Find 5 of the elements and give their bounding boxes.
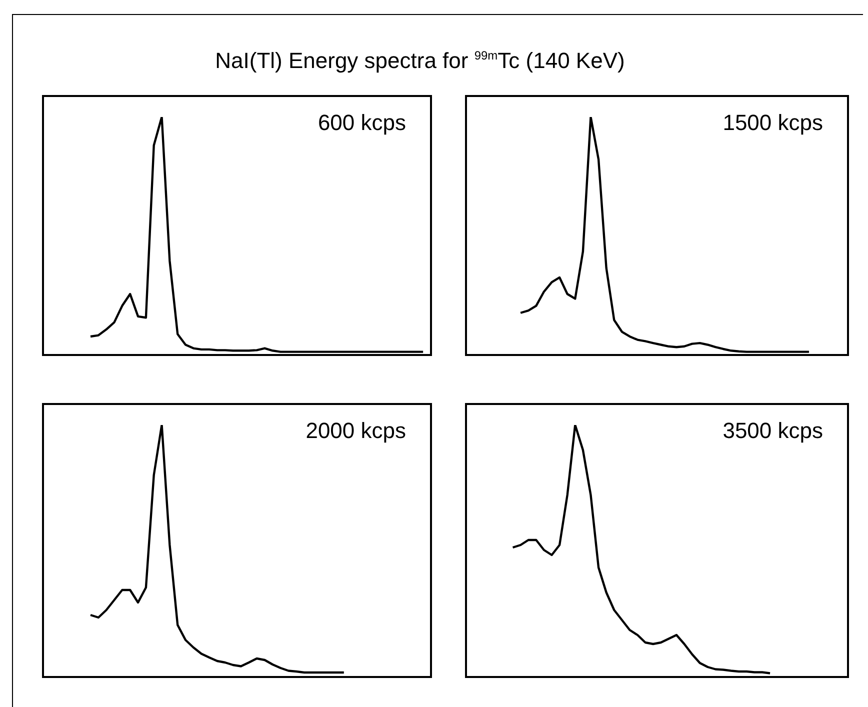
annotation: 600 kcps	[318, 110, 406, 136]
chart-title: NaI(Tl) Energy spectra for $^{99m}$Tc (140 KeV)	[214, 48, 626, 74]
annotation: 3500 kcps	[722, 418, 823, 444]
annotation: 1500 kcps	[722, 110, 823, 136]
annotation: 2000 kcps	[306, 418, 406, 444]
